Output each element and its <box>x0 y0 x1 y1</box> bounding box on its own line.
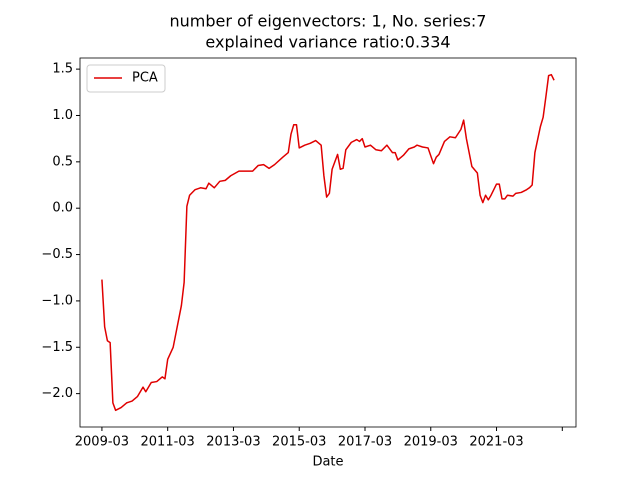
x-tick-label: 2017-03 <box>338 435 392 450</box>
legend-label: PCA <box>132 71 158 86</box>
x-tick-label: 2011-03 <box>141 435 195 450</box>
y-tick-label: −2.0 <box>41 386 73 401</box>
y-tick-label: 1.5 <box>52 62 73 77</box>
y-tick-label: −1.0 <box>41 293 73 308</box>
chart-title: explained variance ratio:0.334 <box>205 33 450 52</box>
x-axis-label: Date <box>312 455 343 470</box>
y-tick-label: 1.0 <box>52 108 73 123</box>
legend-box <box>86 64 166 93</box>
x-tick-label: 2009-03 <box>75 435 129 450</box>
x-tick-label: 2015-03 <box>272 435 326 450</box>
x-tick-label: 2019-03 <box>404 435 458 450</box>
x-tick-label: 2013-03 <box>206 435 260 450</box>
y-tick-label: −1.5 <box>41 340 73 355</box>
x-tick-label: 2021-03 <box>469 435 523 450</box>
data-line <box>101 73 555 412</box>
y-tick-label: −0.5 <box>41 247 73 262</box>
y-tick-label: 0.0 <box>52 201 73 216</box>
plot-frame <box>79 57 577 428</box>
y-tick-label: 0.5 <box>52 154 73 169</box>
chart-title: number of eigenvectors: 1, No. series:7 <box>170 12 487 31</box>
